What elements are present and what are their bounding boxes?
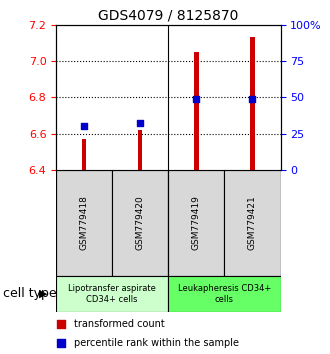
Bar	[56, 170, 112, 276]
Text: ▶: ▶	[39, 289, 47, 299]
Title: GDS4079 / 8125870: GDS4079 / 8125870	[98, 8, 239, 22]
Text: cell type: cell type	[3, 287, 57, 300]
Bar	[250, 38, 255, 170]
Text: GSM779419: GSM779419	[192, 195, 201, 251]
Text: transformed count: transformed count	[74, 319, 165, 329]
Bar	[56, 276, 168, 312]
Point	[58, 321, 63, 327]
Bar	[224, 170, 280, 276]
Point	[58, 341, 63, 346]
Text: Leukapheresis CD34+
cells: Leukapheresis CD34+ cells	[178, 284, 271, 303]
Text: GSM779421: GSM779421	[248, 196, 257, 250]
Text: GSM779420: GSM779420	[136, 196, 145, 250]
Text: GSM779418: GSM779418	[80, 195, 89, 251]
Bar	[138, 130, 143, 170]
Bar	[112, 170, 168, 276]
Bar	[82, 139, 86, 170]
Text: percentile rank within the sample: percentile rank within the sample	[74, 338, 239, 348]
Text: Lipotransfer aspirate
CD34+ cells: Lipotransfer aspirate CD34+ cells	[68, 284, 156, 303]
Bar	[168, 170, 224, 276]
Bar	[194, 52, 199, 170]
Point	[82, 124, 87, 129]
Point	[138, 121, 143, 126]
Point	[194, 96, 199, 102]
Point	[250, 96, 255, 102]
Bar	[168, 276, 280, 312]
